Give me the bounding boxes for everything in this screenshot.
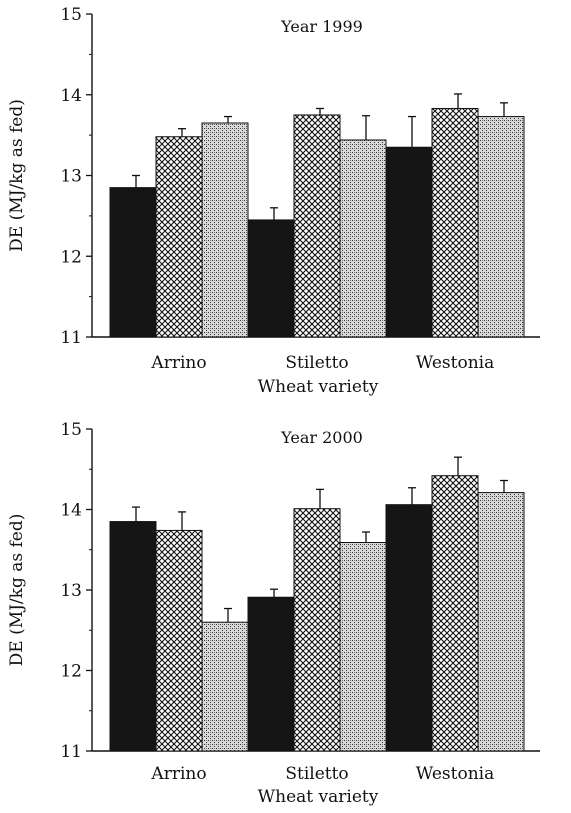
bar-westonia-series-1 bbox=[385, 504, 433, 752]
chart-title: Year 1999 bbox=[280, 17, 363, 36]
x-axis-title: Wheat variety bbox=[258, 377, 379, 397]
x-category-label: Arrino bbox=[150, 353, 206, 373]
bar-westonia-series-2 bbox=[431, 475, 479, 752]
y-tick-label: 13 bbox=[60, 167, 82, 187]
bar-stiletto-series-2 bbox=[293, 508, 341, 752]
y-tick-label: 15 bbox=[60, 420, 82, 440]
x-category-label: Westonia bbox=[416, 764, 494, 784]
bar-arrino-series-3 bbox=[201, 621, 249, 752]
bar-westonia-series-2 bbox=[431, 107, 479, 338]
y-tick-label: 12 bbox=[60, 662, 82, 682]
chart-panel-1: 11 12 13 14 15 DE (MJ/kg as fed) Year 1999 Arri… bbox=[7, 5, 540, 397]
x-category-label: Arrino bbox=[150, 764, 206, 784]
bar-westonia-series-1 bbox=[385, 146, 433, 338]
bar-arrino-series-1 bbox=[109, 187, 157, 338]
chart-panel-2: 11 12 13 14 15 DE (MJ/kg as fed) Year 2000 Arri… bbox=[7, 420, 540, 807]
x-category-label: Stiletto bbox=[285, 353, 348, 373]
x-category-label: Stiletto bbox=[285, 764, 348, 784]
bar-arrino-series-2 bbox=[155, 136, 203, 338]
bar-westonia-series-3 bbox=[477, 116, 525, 338]
bar-arrino-series-2 bbox=[155, 529, 203, 752]
bar-stiletto-series-2 bbox=[293, 114, 341, 338]
bar-arrino-series-3 bbox=[201, 122, 249, 338]
y-axis-title: DE (MJ/kg as fed) bbox=[7, 99, 27, 252]
bar-stiletto-series-1 bbox=[247, 219, 295, 338]
y-tick-label: 11 bbox=[60, 742, 82, 762]
bar-stiletto-series-3 bbox=[339, 542, 387, 752]
bar-stiletto-series-1 bbox=[247, 596, 295, 752]
y-tick-label: 12 bbox=[60, 247, 82, 267]
y-tick-label: 14 bbox=[60, 86, 82, 106]
bar-stiletto-series-3 bbox=[339, 139, 387, 338]
bar-arrino-series-1 bbox=[109, 521, 157, 752]
chart-title: Year 2000 bbox=[280, 428, 363, 447]
y-tick-label: 14 bbox=[60, 501, 82, 521]
y-tick-label: 11 bbox=[60, 328, 82, 348]
x-axis-title: Wheat variety bbox=[258, 787, 379, 807]
bar-westonia-series-3 bbox=[477, 492, 525, 752]
y-tick-label: 15 bbox=[60, 5, 82, 25]
x-category-label: Westonia bbox=[416, 353, 494, 373]
y-tick-label: 13 bbox=[60, 581, 82, 601]
y-axis-title: DE (MJ/kg as fed) bbox=[7, 514, 27, 667]
